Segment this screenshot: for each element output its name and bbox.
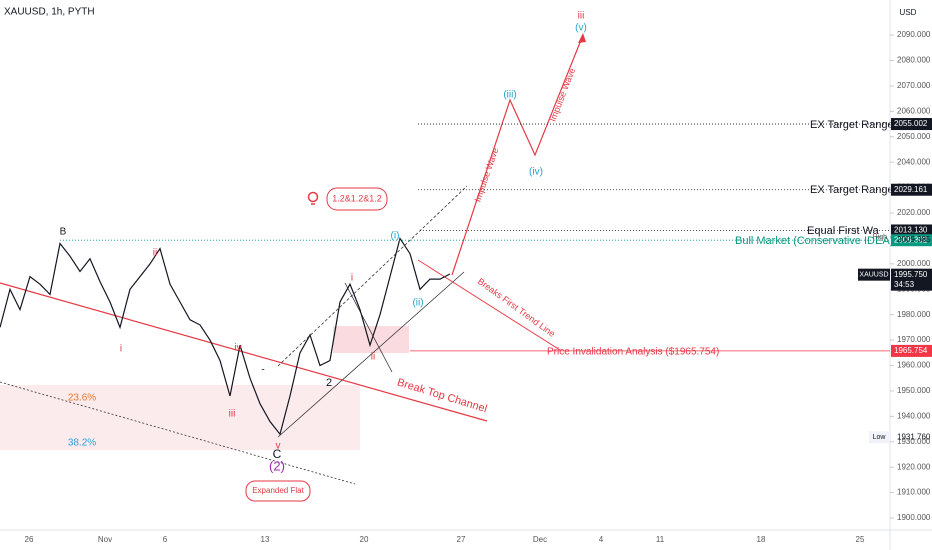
price-badge-text: 2029.161 xyxy=(894,185,928,194)
wave-label: v xyxy=(276,441,281,452)
wave-label: iii xyxy=(578,11,585,22)
wave-label: - xyxy=(261,365,264,376)
wave-label: (v) xyxy=(575,23,587,34)
y-tick-label: 2060.000 xyxy=(897,106,931,115)
wave-label: 2 xyxy=(326,377,332,389)
date-label: 6 xyxy=(163,535,168,544)
level-label: Bull Market (Conservative IDEA) xyxy=(735,235,893,247)
wave-label: (ii) xyxy=(412,298,423,309)
date-label: 11 xyxy=(656,535,665,544)
countdown: 34:53 xyxy=(894,280,915,289)
cross-line xyxy=(344,282,393,373)
wave-label: ii xyxy=(371,352,375,363)
price-badge-text: 1965.754 xyxy=(894,346,928,355)
price-line xyxy=(0,236,451,436)
low-name: Low xyxy=(873,434,887,441)
lower-channel xyxy=(0,381,356,485)
last-name: XAUUSD xyxy=(859,272,888,279)
date-label: 4 xyxy=(599,535,604,544)
y-tick-label: 1970.000 xyxy=(897,335,931,344)
price-badge xyxy=(891,344,932,357)
price-badge-text: 2013.130 xyxy=(894,226,928,235)
last-badge xyxy=(891,268,932,291)
fib-label: 23.6% xyxy=(68,393,96,404)
last-tag xyxy=(858,268,890,281)
date-label: Dec xyxy=(533,535,547,544)
date-label: 18 xyxy=(757,535,766,544)
wave-label: i xyxy=(120,344,122,355)
price-badge xyxy=(891,234,932,247)
wave-label: (iv) xyxy=(529,167,543,178)
target-label: EX Target Range xyxy=(810,119,894,131)
price-badge-text: 2055.002 xyxy=(894,119,928,128)
arrow-head xyxy=(578,33,586,43)
callout xyxy=(245,480,311,502)
callout-text: 1.2&1.2&1.2 xyxy=(332,193,382,203)
invalidation-label: Price Invalidation Analysis ($1965.754) xyxy=(547,347,719,358)
y-tick-label: 1940.000 xyxy=(897,411,931,420)
low-value: 1931.760 xyxy=(897,432,931,441)
level-label: Equal First Wa xyxy=(807,225,880,237)
wave-label: B xyxy=(60,227,67,238)
price-badge-text: 2009.302 xyxy=(894,235,928,244)
date-label: 27 xyxy=(457,535,466,544)
price-badge xyxy=(891,183,932,196)
price-badge xyxy=(891,118,932,131)
date-label: 13 xyxy=(261,535,270,544)
callout-text: Expanded Flat xyxy=(252,486,304,495)
y-tick-label: 1910.000 xyxy=(897,488,931,497)
date-label: 25 xyxy=(856,535,865,544)
projection-path xyxy=(451,34,584,276)
y-tick-label: 1930.000 xyxy=(897,437,931,446)
y-tick-label: 1920.000 xyxy=(897,462,931,471)
wave-label: (2) xyxy=(269,458,285,473)
y-tick-label: 2000.000 xyxy=(897,259,931,268)
wave-label: iii xyxy=(229,409,236,420)
y-tick-label: 2080.000 xyxy=(897,56,931,65)
fib-label: 38.2% xyxy=(68,438,96,449)
y-tick-label: 1960.000 xyxy=(897,361,931,370)
y-tick-label: 2090.000 xyxy=(897,30,931,39)
y-tick-label: 2020.000 xyxy=(897,208,931,217)
callout xyxy=(326,187,388,211)
channel-upper xyxy=(277,185,468,367)
last-value: 1995.750 xyxy=(894,270,928,279)
date-label: 26 xyxy=(25,535,34,544)
y-tick-label: 1900.000 xyxy=(897,513,931,522)
wave-label: ii xyxy=(153,248,157,259)
date-label: Nov xyxy=(98,535,112,544)
wave-label: (i) xyxy=(391,231,400,242)
invalidation-zone xyxy=(333,326,409,353)
low-tag xyxy=(869,431,890,444)
high-value: 2009.385 xyxy=(897,235,931,244)
channel-lower xyxy=(277,271,465,438)
y-tick-label: 1950.000 xyxy=(897,386,931,395)
bulb-icon xyxy=(307,191,319,203)
price-badge xyxy=(891,224,932,237)
wave-label: i xyxy=(351,273,353,284)
high-name: High xyxy=(873,234,888,241)
fib-zone xyxy=(0,385,360,450)
down-trend-line xyxy=(0,282,488,422)
wave-label: (iii) xyxy=(503,90,516,101)
date-label: 20 xyxy=(360,535,369,544)
first-trend-line xyxy=(417,259,561,351)
y-tick-label: 1980.000 xyxy=(897,310,931,319)
y-tick-label: 2070.000 xyxy=(897,81,931,90)
symbol-header: XAUUSD, 1h, PYTH xyxy=(4,7,95,18)
wave-label: C xyxy=(273,447,282,461)
currency: USD xyxy=(900,8,917,17)
y-tick-label: 2050.000 xyxy=(897,132,931,141)
wave-label: iv xyxy=(234,343,241,354)
target-label: EX Target Range xyxy=(810,184,894,196)
y-tick-label: 2040.000 xyxy=(897,157,931,166)
